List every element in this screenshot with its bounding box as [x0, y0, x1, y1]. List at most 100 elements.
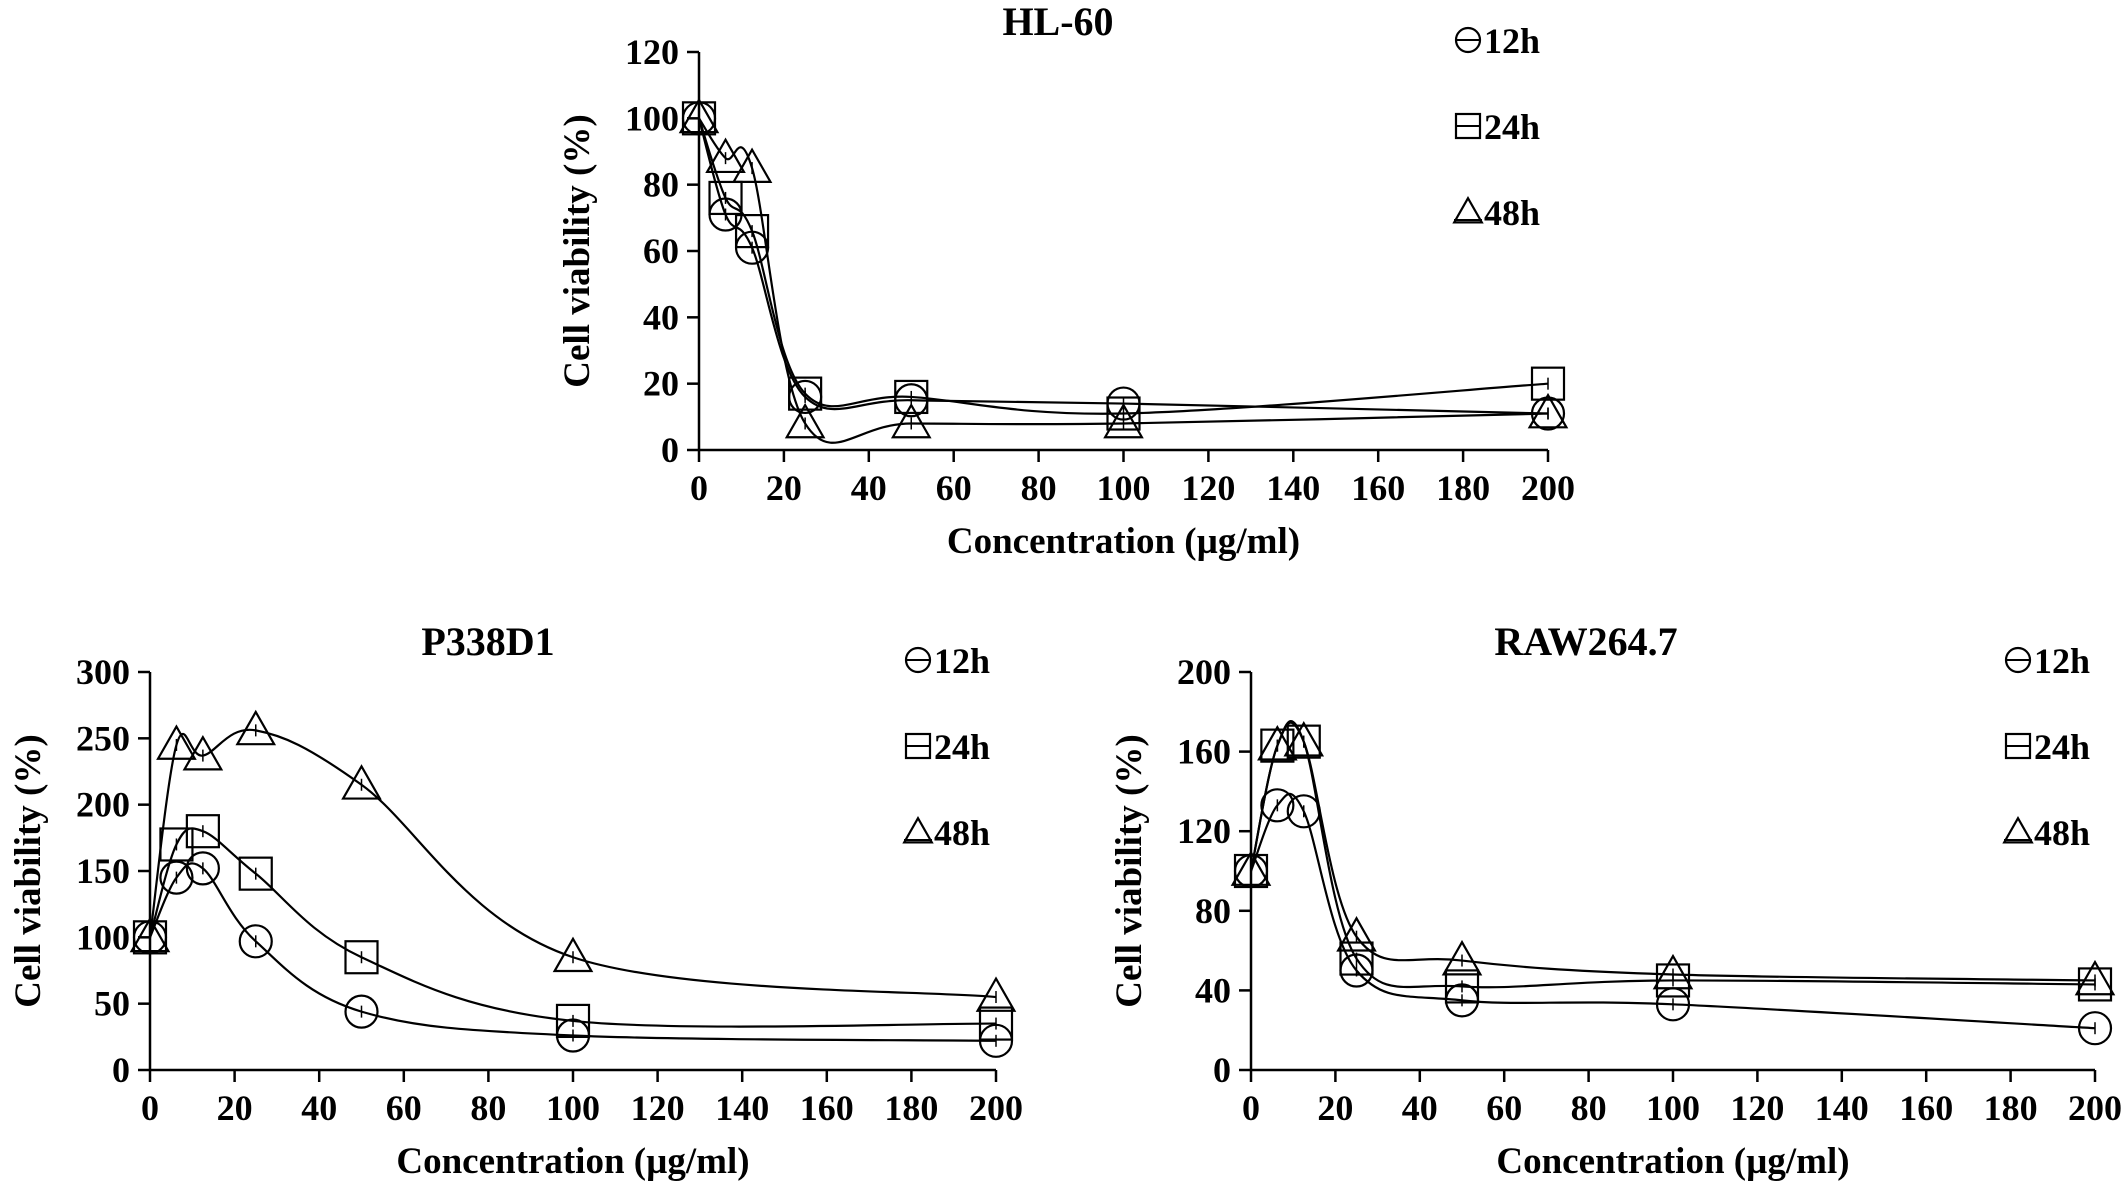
- x-tick-label: 0: [1242, 1088, 1260, 1128]
- chart-panel-3: RAW264.7 0 40 80 120 160 200 0 20 40 60 80 100 120 140…: [1109, 619, 2122, 1182]
- data-point-triangle: [890, 402, 932, 439]
- x-tick-label: 40: [1402, 1088, 1438, 1128]
- x-tick-label: 200: [969, 1088, 1023, 1128]
- series-line: [697, 118, 1549, 415]
- data-point-triangle: [705, 137, 746, 174]
- chart-panel-1: HL-60 0 20 40 60 80 100 120 0 20 40 60 80 100 120 140 16…: [557, 0, 1575, 562]
- data-point-square: [894, 379, 929, 415]
- data-point-circle: [185, 851, 220, 886]
- series-12h: [1233, 788, 2113, 1046]
- data-point-triangle: [975, 976, 1017, 1012]
- data-point-square: [1444, 969, 1480, 1004]
- data-point-triangle: [731, 147, 773, 183]
- series-line: [697, 117, 1549, 415]
- data-point-triangle: [1230, 850, 1272, 886]
- y-tick-label: 200: [1177, 652, 1231, 692]
- series-48h: [678, 97, 1569, 444]
- x-tick-label: 200: [2068, 1088, 2122, 1128]
- x-tick-label: 120: [1730, 1088, 1784, 1128]
- chart-title: RAW264.7: [1494, 619, 1677, 664]
- x-tick-label: 120: [631, 1088, 685, 1128]
- x-tick-label: 180: [1984, 1088, 2038, 1128]
- x-axis-title: Concentration (µg/ml): [396, 1141, 749, 1182]
- x-axis-title: Concentration (µg/ml): [1496, 1141, 1849, 1182]
- legend-label: 24h: [934, 727, 990, 767]
- x-tick-label: 100: [1646, 1088, 1700, 1128]
- data-point-circle: [238, 924, 273, 959]
- legend: 12h 24h 48h: [2002, 641, 2090, 853]
- series-12h: [681, 101, 1566, 431]
- data-point-square: [2077, 967, 2113, 1002]
- y-tick-label: 150: [76, 851, 130, 891]
- legend-label: 48h: [1484, 193, 1540, 233]
- x-tick-label: 160: [1899, 1088, 1953, 1128]
- chart-panel-2: P338D1 0 50 100 150 200 250 300 0 20 40 60 80 100 120 1…: [8, 619, 1023, 1182]
- data-point-square: [238, 856, 273, 891]
- y-tick-label: 100: [76, 917, 130, 957]
- data-point-triangle: [2074, 959, 2116, 996]
- data-point-square: [132, 920, 168, 955]
- x-tick-label: 100: [546, 1088, 600, 1128]
- x-tick-label: 120: [1181, 468, 1235, 508]
- y-tick-label: 80: [643, 165, 679, 205]
- y-tick-label: 120: [625, 32, 679, 72]
- y-tick-label: 100: [625, 98, 679, 138]
- data-point-square: [185, 814, 220, 849]
- series-line: [148, 862, 997, 1042]
- y-tick-label: 40: [643, 297, 679, 337]
- y-tick-label: 0: [661, 430, 679, 470]
- y-axis-title: Cell viability (%): [557, 114, 598, 387]
- data-point-square: [708, 180, 743, 216]
- data-point-triangle: [678, 97, 720, 134]
- y-tick-label: 0: [1213, 1050, 1231, 1090]
- data-point-triangle: [1527, 392, 1569, 429]
- data-point-triangle: [1283, 721, 1325, 757]
- data-point-circle: [344, 994, 379, 1029]
- x-tick-label: 0: [141, 1088, 159, 1128]
- data-point-triangle: [1441, 939, 1483, 976]
- data-point-triangle: [129, 916, 171, 953]
- data-point-triangle: [341, 764, 382, 800]
- data-point-square: [1286, 724, 1321, 759]
- x-tick-label: 200: [1521, 468, 1575, 508]
- chart-title: P338D1: [421, 619, 554, 664]
- x-tick-label: 0: [690, 468, 708, 508]
- series-line: [1249, 721, 2096, 982]
- series-48h: [129, 709, 1017, 1012]
- x-tick-label: 160: [800, 1088, 854, 1128]
- data-point-square: [555, 1003, 591, 1039]
- data-point-square: [1233, 853, 1269, 889]
- y-axis-title: Cell viability (%): [8, 734, 49, 1007]
- x-tick-label: 140: [715, 1088, 769, 1128]
- series-line: [698, 117, 1549, 444]
- data-point-triangle: [784, 402, 826, 439]
- data-point-square: [681, 101, 717, 136]
- legend: 12h 24h 48h: [1452, 21, 1540, 233]
- x-tick-label: 100: [1097, 468, 1151, 508]
- y-tick-label: 80: [1195, 891, 1231, 931]
- data-point-triangle: [156, 724, 197, 760]
- legend-label: 12h: [934, 641, 990, 681]
- legend-marker-triangle: [1452, 195, 1484, 224]
- data-point-triangle: [552, 936, 594, 973]
- data-point-circle: [1260, 788, 1295, 823]
- x-tick-label: 40: [851, 468, 887, 508]
- legend-label: 24h: [1484, 107, 1540, 147]
- x-tick-label: 80: [470, 1088, 506, 1128]
- data-point-triangle: [1336, 916, 1377, 952]
- x-tick-label: 40: [301, 1088, 337, 1128]
- y-tick-label: 20: [643, 364, 679, 404]
- data-point-square: [978, 1006, 1014, 1041]
- y-tick-label: 50: [94, 984, 130, 1024]
- y-tick-label: 0: [112, 1050, 130, 1090]
- x-tick-label: 20: [1317, 1088, 1353, 1128]
- y-tick-label: 200: [76, 785, 130, 825]
- legend-label: 12h: [1484, 21, 1540, 61]
- y-tick-label: 250: [76, 718, 130, 758]
- y-tick-label: 60: [643, 231, 679, 271]
- x-tick-label: 60: [1486, 1088, 1522, 1128]
- data-point-circle: [159, 860, 194, 895]
- x-tick-label: 80: [1571, 1088, 1607, 1128]
- legend-label: 48h: [2034, 813, 2090, 853]
